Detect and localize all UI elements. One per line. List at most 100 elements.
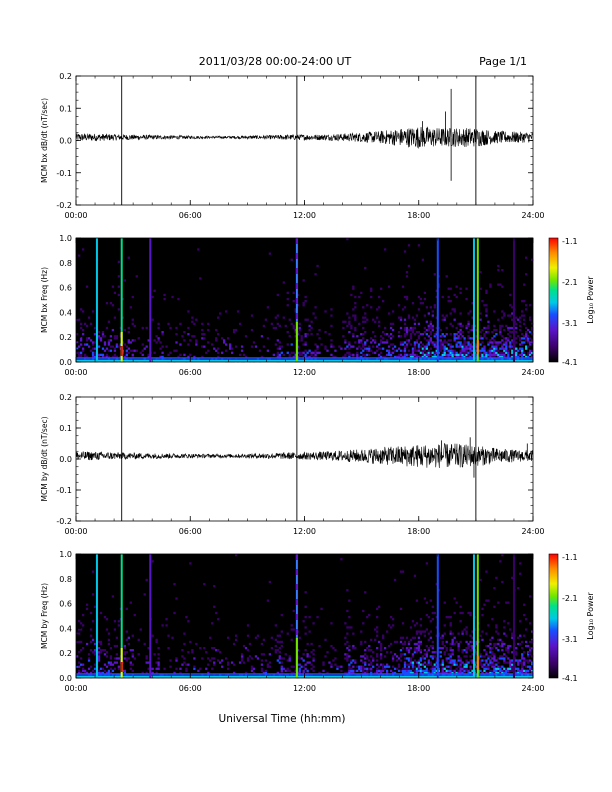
spectrogram-cell <box>407 341 411 344</box>
spectrogram-cell <box>125 630 128 633</box>
spectrogram-cell <box>521 653 524 656</box>
spectrogram-cell <box>93 341 97 344</box>
spectrogram-cell <box>485 355 488 359</box>
spectrogram-cell <box>459 345 462 348</box>
spectrogram-cell <box>415 649 419 652</box>
spectrogram-cell <box>274 316 277 319</box>
spectrogram-cell <box>242 661 246 664</box>
spectrogram-cell <box>419 297 423 301</box>
spectrogram-cell <box>507 661 510 664</box>
spectrogram-cell <box>395 355 399 359</box>
spectrogram-cell <box>312 659 315 662</box>
spectrogram-cell <box>360 655 363 658</box>
spectrogram-cell <box>364 663 367 666</box>
spectrogram-cell <box>525 665 528 668</box>
spectrogram-cell <box>346 324 349 328</box>
spectrogram-cell <box>495 576 498 579</box>
spectrogram-cell <box>501 324 504 328</box>
spectrogram-cell <box>304 355 307 359</box>
spectrogram-cell <box>505 647 508 650</box>
spectrogram-cell <box>487 331 490 334</box>
spectrogram-cell <box>125 638 128 641</box>
spectrogram-cell <box>380 355 383 359</box>
spectrogram-cell <box>197 248 200 251</box>
spectrogram-cell <box>278 640 281 644</box>
spectrogram-cell <box>465 667 468 670</box>
spectrogram-cell <box>481 665 484 668</box>
spectrogram-cell <box>274 638 277 641</box>
spectrogram-cell <box>348 626 351 629</box>
spectrogram-cell <box>471 324 474 328</box>
spectrogram-cell <box>511 667 514 670</box>
spectrogram-cell <box>201 333 204 336</box>
spectrogram-cell <box>348 341 351 344</box>
spectrogram-cell <box>415 647 419 650</box>
spectrogram-cell <box>137 337 140 340</box>
spectrogram-cell <box>266 665 270 668</box>
spectrogram-cell <box>491 657 494 660</box>
spectrogram-cell <box>391 618 395 621</box>
spectrogram-cell <box>519 324 522 328</box>
spectrogram-cell <box>381 663 385 666</box>
spectrogram-cell <box>93 671 97 675</box>
spectrogram-cell <box>505 339 508 342</box>
spectrogram-cell <box>413 326 417 330</box>
spectrogram-cell <box>429 339 432 342</box>
spectrogram-cell <box>479 351 482 354</box>
spectrogram-cell <box>451 671 454 675</box>
spectrogram-cell <box>366 304 369 307</box>
spectrogram-cell <box>493 347 496 350</box>
spectrogram-cell <box>427 355 430 359</box>
y-tick-label: 0.6 <box>59 600 72 609</box>
spectrogram-cell <box>280 671 283 675</box>
spectrogram-cell <box>409 671 413 675</box>
spectrogram-cell <box>280 669 283 672</box>
spectrogram-cell <box>376 616 379 619</box>
spectrogram-cell <box>300 335 303 338</box>
spectrogram-cell <box>509 341 512 344</box>
spectrogram-cell <box>320 607 323 610</box>
spectrogram-cell <box>523 314 526 317</box>
spectrogram-cell <box>387 285 391 288</box>
spectrogram-cell <box>433 651 436 654</box>
spectrogram-cell <box>425 651 428 654</box>
spectrogram-cell <box>93 353 97 356</box>
spectrogram-cell <box>429 630 432 633</box>
spectrogram-cell <box>483 655 486 658</box>
spectrogram-cell <box>443 632 446 635</box>
spectrogram-cell <box>381 337 385 340</box>
spectrogram-cell <box>431 644 434 648</box>
spectrogram-cell <box>531 663 534 666</box>
spectrogram-cell <box>260 669 264 672</box>
spectrogram-cell <box>429 322 432 325</box>
spectrogram-cell <box>519 337 522 340</box>
spectrogram-cell <box>481 655 484 658</box>
spectrogram-cell <box>463 343 466 346</box>
spectrogram-cell <box>471 644 474 648</box>
spectrogram-cell <box>449 649 452 652</box>
spectrogram-cell <box>288 318 291 321</box>
spectrogram-cell <box>491 669 494 672</box>
spectrogram-cell <box>453 308 456 311</box>
spectrogram-cell <box>103 355 107 359</box>
spectrogram-cell <box>429 351 432 354</box>
colorbar-bottom-tick: -1.1 <box>562 553 578 562</box>
spectrogram-cell <box>221 659 224 662</box>
spectrogram-cell <box>91 355 95 359</box>
spectrogram-cell <box>425 355 428 359</box>
spectrogram-cell <box>409 335 413 338</box>
spectrogram-cell <box>87 659 91 662</box>
spectrogram-cell <box>284 324 287 328</box>
spectrogram-cell <box>419 341 423 344</box>
spectrogram-cell <box>298 663 301 666</box>
x-tick-label: 18:00 <box>407 684 430 693</box>
spectrogram-cell <box>397 669 401 672</box>
spectrogram-cell <box>525 618 528 621</box>
spectrogram-cell <box>302 665 305 668</box>
spectrogram-cell <box>389 651 393 654</box>
spectrogram-cell <box>485 651 488 654</box>
spectrogram-cell <box>431 640 434 644</box>
spectrogram-cell <box>378 306 381 309</box>
spectrogram-cell <box>403 328 407 332</box>
spectrogram-cell <box>290 665 293 668</box>
